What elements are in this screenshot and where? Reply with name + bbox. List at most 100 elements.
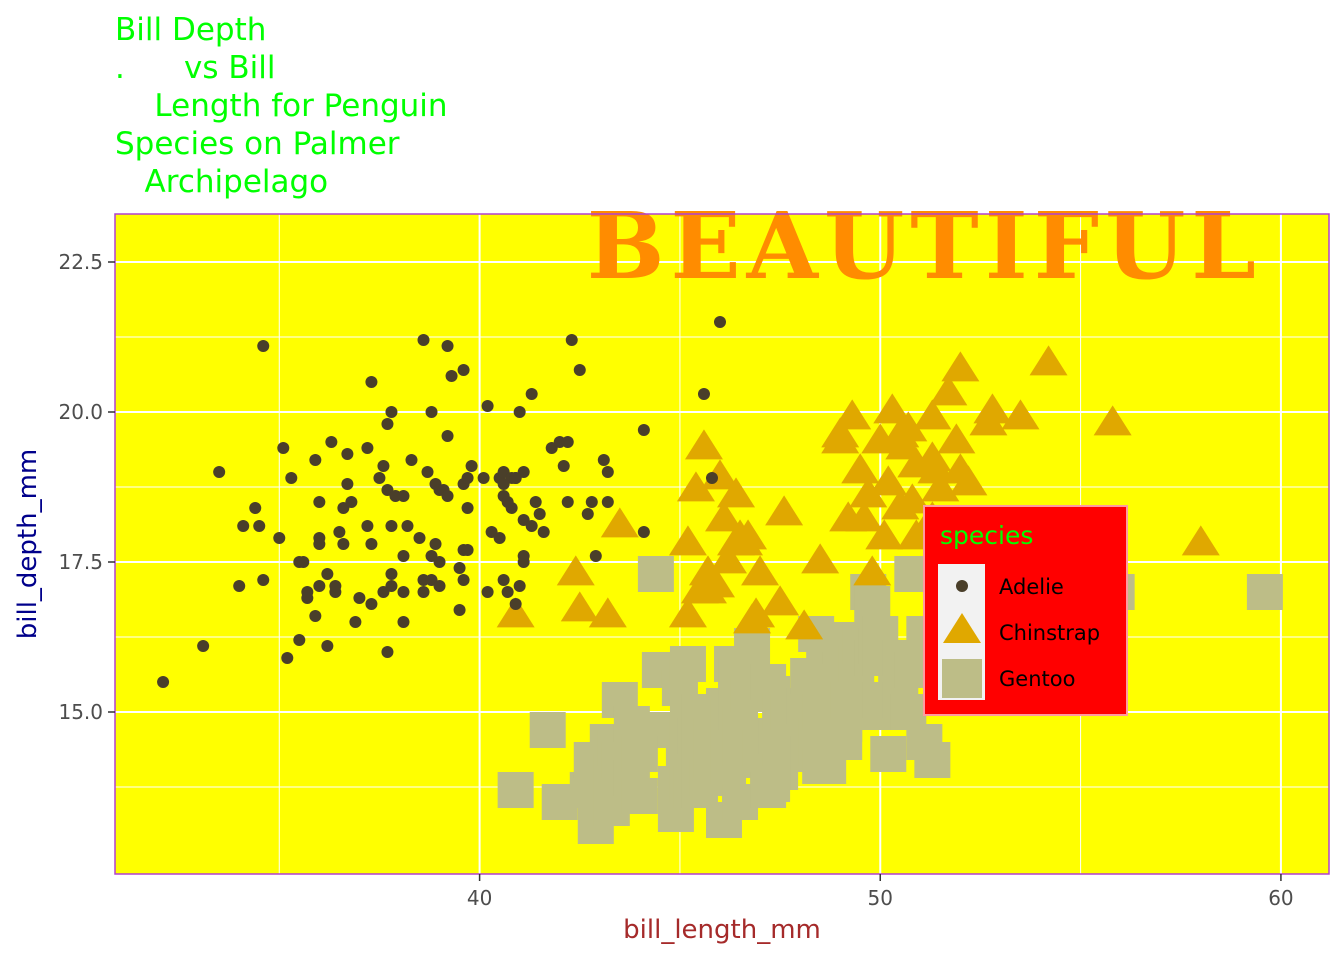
point-gentoo: [914, 742, 951, 778]
point-adelie: [253, 520, 266, 532]
point-adelie: [433, 580, 446, 592]
point-adelie: [441, 430, 454, 442]
point-adelie: [249, 502, 262, 514]
point-adelie: [465, 460, 478, 472]
point-chinstrap: [973, 393, 1012, 424]
point-adelie: [517, 550, 530, 562]
point-adelie: [213, 466, 226, 478]
point-adelie: [525, 520, 538, 532]
point-chinstrap: [1029, 345, 1068, 376]
legend-key-chinstrap: [943, 613, 981, 643]
point-chinstrap: [917, 453, 956, 484]
point-adelie: [481, 586, 494, 598]
point-adelie: [385, 406, 398, 418]
point-adelie: [309, 610, 322, 622]
point-adelie: [585, 496, 598, 508]
point-adelie: [281, 652, 294, 664]
point-adelie: [525, 388, 538, 400]
point-adelie: [313, 580, 326, 592]
legend-key-adelie: [956, 580, 968, 592]
point-adelie: [257, 340, 270, 352]
x-tick-label: 60: [1268, 886, 1293, 910]
point-chinstrap: [741, 555, 780, 586]
point-adelie: [537, 526, 550, 538]
point-adelie: [157, 676, 170, 688]
y-tick-label: 15.0: [58, 700, 103, 724]
point-adelie: [513, 406, 526, 418]
point-chinstrap: [668, 525, 707, 556]
watermark-annotation: BEAUTIFUL: [587, 192, 1262, 300]
point-adelie: [301, 592, 314, 604]
legend-key-gentoo: [942, 659, 982, 698]
point-adelie: [453, 562, 466, 574]
point-adelie: [509, 472, 522, 484]
point-adelie: [237, 520, 250, 532]
point-chinstrap: [869, 465, 908, 496]
point-adelie: [601, 496, 614, 508]
point-adelie: [529, 496, 542, 508]
point-adelie: [501, 496, 514, 508]
point-chinstrap: [941, 351, 980, 382]
point-adelie: [337, 538, 350, 550]
point-adelie: [285, 472, 298, 484]
point-chinstrap: [761, 585, 800, 616]
point-adelie: [509, 598, 522, 610]
point-adelie: [313, 496, 326, 508]
point-adelie: [461, 544, 474, 556]
point-adelie: [713, 316, 726, 328]
point-adelie: [385, 580, 398, 592]
point-adelie: [557, 460, 570, 472]
point-adelie: [293, 634, 306, 646]
legend-title: species: [940, 521, 1033, 550]
point-chinstrap: [1093, 405, 1132, 436]
title-line-1: Bill Depth: [115, 12, 266, 48]
point-chinstrap: [684, 429, 723, 460]
point-adelie: [397, 586, 410, 598]
point-chinstrap: [1001, 399, 1040, 430]
point-chinstrap: [821, 417, 860, 448]
point-adelie: [481, 400, 494, 412]
point-adelie: [501, 586, 514, 598]
point-chinstrap: [1181, 525, 1220, 556]
point-adelie: [461, 502, 474, 514]
point-adelie: [405, 454, 418, 466]
point-adelie: [197, 640, 210, 652]
point-adelie: [561, 436, 574, 448]
point-adelie: [433, 556, 446, 568]
point-chinstrap: [845, 501, 884, 532]
point-chinstrap: [560, 591, 599, 622]
point-adelie: [421, 466, 434, 478]
y-tick-label: 17.5: [58, 550, 103, 574]
point-chinstrap: [949, 465, 988, 496]
point-adelie: [453, 604, 466, 616]
point-adelie: [341, 478, 354, 490]
point-chinstrap: [705, 501, 744, 532]
point-adelie: [233, 580, 246, 592]
point-adelie: [461, 472, 474, 484]
point-adelie: [425, 406, 438, 418]
point-chinstrap: [929, 375, 968, 406]
legend-label-adelie: Adelie: [999, 575, 1064, 599]
point-gentoo: [637, 556, 674, 592]
title-line-5: Archipelago: [115, 164, 328, 200]
point-adelie: [373, 472, 386, 484]
point-adelie: [297, 556, 310, 568]
point-chinstrap: [556, 555, 595, 586]
point-adelie: [637, 526, 650, 538]
legend-label-chinstrap: Chinstrap: [999, 621, 1100, 645]
point-adelie: [361, 520, 374, 532]
x-tick-label: 40: [467, 886, 492, 910]
point-chinstrap: [853, 555, 892, 586]
title-line-2: . vs Bill: [115, 50, 275, 86]
point-adelie: [309, 454, 322, 466]
point-adelie: [365, 538, 378, 550]
point-adelie: [401, 520, 414, 532]
title-line-3: Length for Penguin: [115, 88, 448, 124]
legend: species Adelie Chinstrap Gentoo: [923, 505, 1128, 716]
point-adelie: [273, 532, 286, 544]
point-chinstrap: [889, 411, 928, 442]
x-axis-label: bill_length_mm: [623, 915, 821, 945]
point-adelie: [601, 466, 614, 478]
point-adelie: [397, 550, 410, 562]
